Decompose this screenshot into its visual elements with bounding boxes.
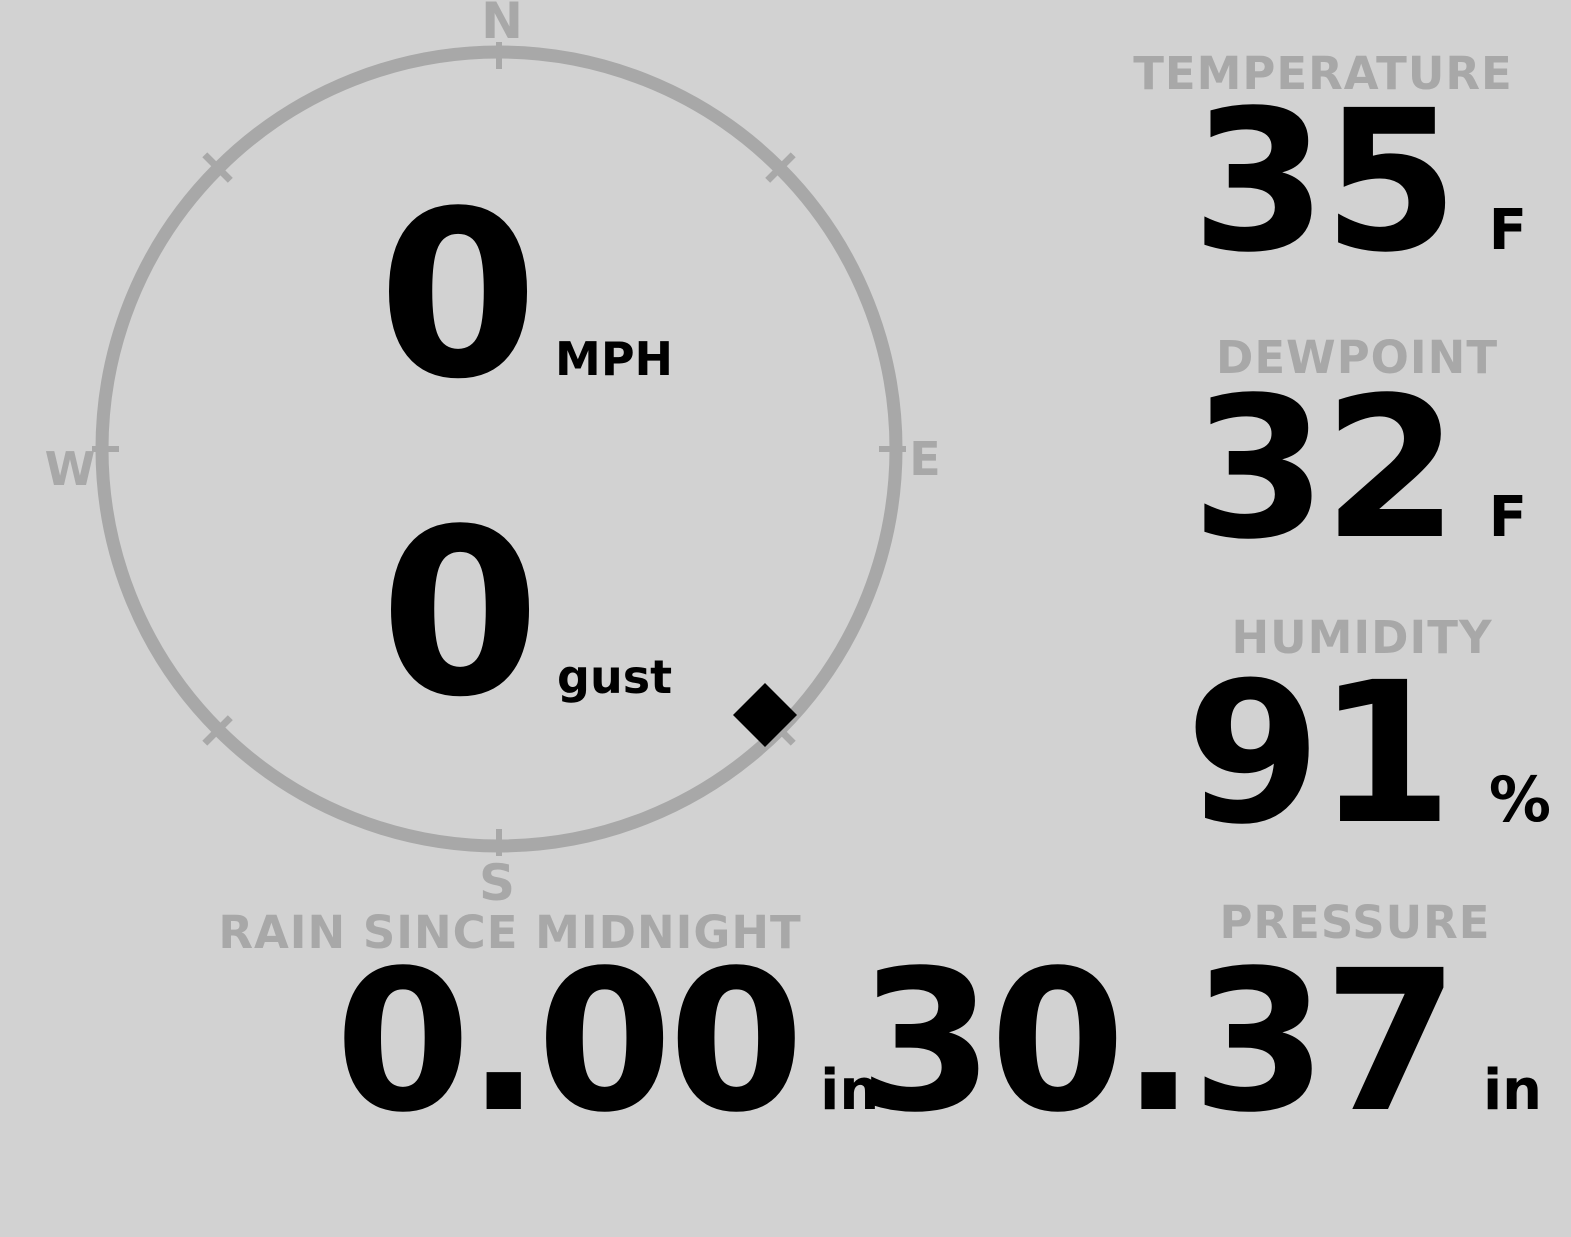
dewpoint-label: DEWPOINT [1215, 331, 1499, 384]
wind-gust-unit: gust [557, 650, 673, 704]
dewpoint-value: 32 [1191, 355, 1458, 582]
compass-south-label: S [478, 854, 516, 912]
wind-speed-unit: MPH [555, 332, 674, 386]
wind-direction-marker [733, 683, 797, 747]
rain-unit: in [820, 1058, 880, 1123]
wind-gust-row: 0 gust [380, 500, 672, 730]
pressure-unit: in [1482, 1058, 1542, 1123]
temperature-label: TEMPERATURE [1133, 47, 1513, 100]
temperature-unit: F [1488, 198, 1527, 263]
pressure-reading: 30.37 in [858, 944, 1542, 1139]
compass-west-label: W [44, 442, 96, 496]
temperature-value: 35 [1191, 68, 1458, 295]
wind-compass [92, 42, 906, 856]
humidity-label: HUMIDITY [1231, 611, 1493, 664]
wind-gust-value: 0 [380, 481, 540, 748]
wind-speed-value: 0 [378, 163, 538, 430]
rain-label: RAIN SINCE MIDNIGHT [218, 906, 802, 959]
rain-reading: 0.00 in [335, 944, 879, 1139]
dewpoint-reading: 32 F [1191, 371, 1527, 566]
pressure-value: 30.37 [858, 928, 1459, 1155]
dewpoint-unit: F [1488, 485, 1527, 550]
humidity-value: 91 [1185, 640, 1453, 867]
compass-cardinal-ticks [92, 42, 906, 856]
compass-north-label: N [481, 0, 523, 50]
temperature-reading: 35 F [1191, 84, 1527, 279]
humidity-unit: % [1488, 763, 1551, 836]
wind-speed-row: 0 MPH [378, 182, 673, 412]
rain-value: 0.00 [335, 928, 804, 1155]
compass-east-label: E [909, 432, 941, 486]
pressure-label: PRESSURE [1219, 896, 1491, 949]
humidity-reading: 91 % [1186, 656, 1552, 851]
